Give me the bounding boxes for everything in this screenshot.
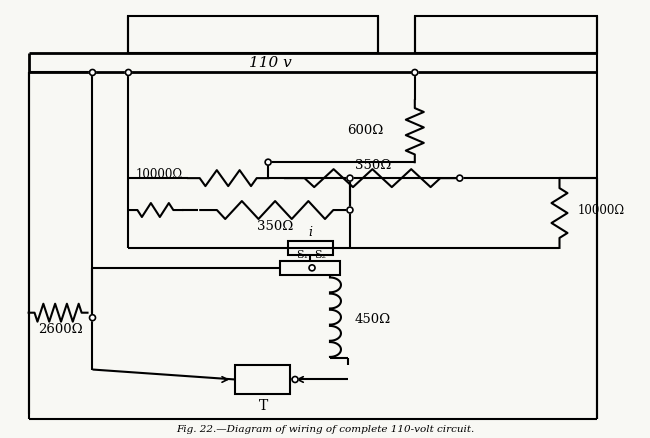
Circle shape <box>265 159 271 165</box>
Circle shape <box>292 377 298 382</box>
Text: 600Ω: 600Ω <box>346 124 383 137</box>
Text: S₁: S₁ <box>296 250 308 260</box>
Circle shape <box>90 314 96 321</box>
Text: 450Ω: 450Ω <box>355 313 391 326</box>
Text: 350Ω: 350Ω <box>355 159 391 172</box>
Text: 110 v: 110 v <box>249 57 291 71</box>
Text: 10000Ω: 10000Ω <box>135 168 182 180</box>
Bar <box>129 16 378 53</box>
Text: Fig. 22.—Diagram of wiring of complete 110-volt circuit.: Fig. 22.—Diagram of wiring of complete 1… <box>176 425 474 434</box>
Circle shape <box>457 175 463 181</box>
Bar <box>288 241 333 255</box>
Circle shape <box>309 265 315 271</box>
Circle shape <box>125 70 131 75</box>
Text: 10000Ω: 10000Ω <box>577 204 625 216</box>
Circle shape <box>90 70 96 75</box>
Bar <box>415 16 597 53</box>
Text: 2600Ω: 2600Ω <box>38 323 83 336</box>
Circle shape <box>412 70 418 75</box>
Text: T: T <box>259 399 268 413</box>
Text: i: i <box>308 226 312 239</box>
Bar <box>280 261 340 275</box>
Circle shape <box>347 207 353 213</box>
Circle shape <box>347 175 353 181</box>
Bar <box>235 364 290 395</box>
Text: S₂: S₂ <box>314 250 326 260</box>
Text: 350Ω: 350Ω <box>257 220 293 233</box>
